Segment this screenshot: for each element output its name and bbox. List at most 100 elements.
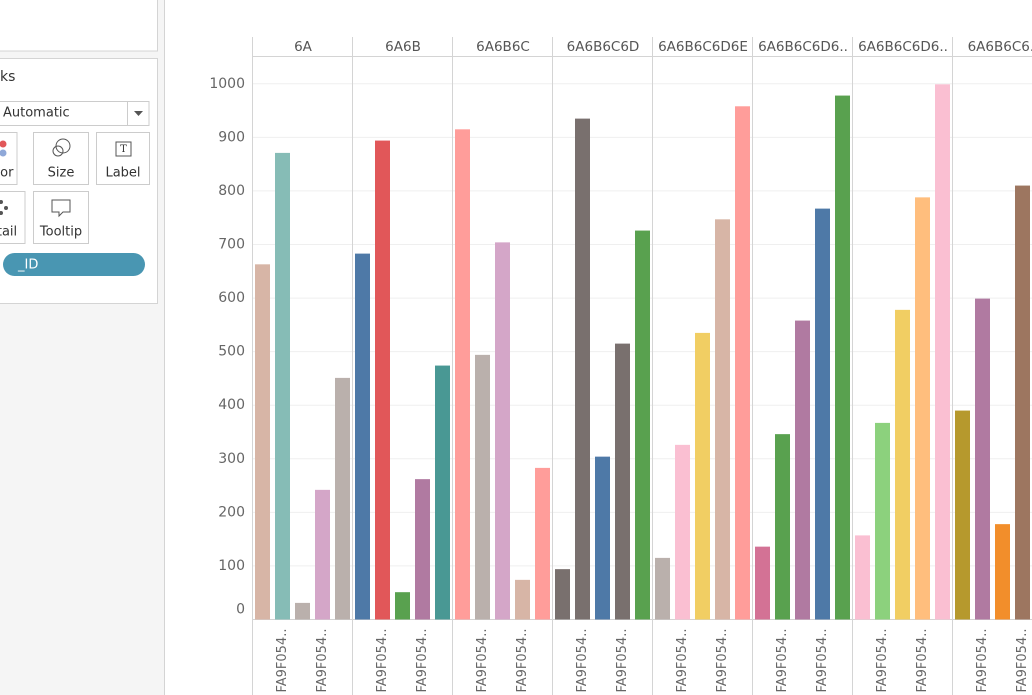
- detail-icon: [0, 200, 3, 204]
- bar: [255, 264, 270, 620]
- bar: [915, 197, 930, 620]
- bar: [495, 242, 510, 620]
- mark-type-dropdown[interactable]: [0, 101, 150, 126]
- panel-header: 6A6B: [385, 39, 421, 55]
- dropdown-arrow: [134, 111, 143, 116]
- panel-header: 6A6B6C6D: [567, 39, 640, 55]
- y-tick-label: 1000: [209, 76, 245, 92]
- bar: [535, 467, 550, 620]
- x-tick-label: FA9F054..: [875, 629, 890, 693]
- button-label: lor: [0, 166, 14, 181]
- bar: [1015, 185, 1030, 620]
- detail-button[interactable]: [0, 191, 26, 244]
- bar: [835, 95, 850, 620]
- bar: [335, 377, 350, 620]
- size-button[interactable]: [33, 132, 89, 185]
- label-button[interactable]: [96, 132, 150, 185]
- y-tick-label: 200: [218, 504, 245, 520]
- y-tick-label: 400: [218, 397, 245, 413]
- panel-header: 6A: [294, 39, 313, 55]
- x-tick-label: FA9F054..: [575, 629, 590, 693]
- marks-title: ks: [0, 69, 15, 85]
- bar: [635, 230, 650, 620]
- y-tick-label: 300: [218, 451, 245, 467]
- x-tick-label: FA9F054..: [815, 629, 830, 693]
- bar: [735, 106, 750, 620]
- tooltip-icon: [51, 199, 71, 218]
- panel-header: 6A6B6C6D6E: [658, 39, 748, 55]
- bar: [355, 253, 370, 620]
- bar: [655, 557, 670, 620]
- y-tick-label: 900: [218, 129, 245, 145]
- label-icon-glyph: T: [120, 144, 127, 155]
- x-tick-label: FA9F054..: [715, 629, 730, 693]
- button-label: Size: [48, 166, 75, 181]
- y-tick-label: 0: [236, 602, 245, 618]
- bar: [615, 343, 630, 620]
- bar: [555, 569, 570, 620]
- size-icon: [52, 145, 64, 157]
- bar: [475, 354, 490, 620]
- x-tick-label: FA9F054..: [915, 629, 930, 693]
- panel-header: 6A6B6C6..: [968, 39, 1032, 55]
- bar: [575, 118, 590, 620]
- bar: [795, 320, 810, 620]
- label-icon: [115, 141, 132, 157]
- x-tick-label: FA9F054..: [515, 629, 530, 693]
- x-tick-label: FA9F054..: [275, 629, 290, 693]
- y-tick-label: 500: [218, 344, 245, 360]
- bar: [815, 208, 830, 620]
- button-label: Label: [105, 166, 140, 181]
- bar: [895, 309, 910, 620]
- button-label: tail: [0, 225, 17, 240]
- panel-header: 6A6B6C: [476, 39, 530, 55]
- x-tick-label: FA9F054..: [775, 629, 790, 693]
- bar: [715, 219, 730, 620]
- color-icon: [0, 149, 7, 157]
- detail-icon: [4, 206, 8, 210]
- bar: [315, 489, 330, 620]
- x-tick-label: FA9F054..: [615, 629, 630, 693]
- bar: [875, 422, 890, 620]
- color-icon: [0, 140, 7, 148]
- y-tick-label: 100: [218, 558, 245, 574]
- bar: [695, 332, 710, 620]
- bar: [295, 602, 310, 620]
- panel-header: 6A6B6C6D6..: [758, 39, 848, 55]
- pill-label: _ID: [17, 258, 38, 273]
- bar: [775, 434, 790, 620]
- x-tick-label: FA9F054..: [975, 629, 990, 693]
- bar: [515, 579, 530, 620]
- filters-card: [0, 0, 158, 52]
- bar: [275, 152, 290, 620]
- y-tick-label: 600: [218, 290, 245, 306]
- bar: [755, 546, 770, 620]
- panel-header: 6A6B6C6D6..: [858, 39, 948, 55]
- x-tick-label: FA9F054..: [375, 629, 390, 693]
- bar: [435, 365, 450, 620]
- bar: [595, 456, 610, 620]
- x-tick-label: FA9F054..: [315, 629, 330, 693]
- field-pill[interactable]: [3, 253, 145, 276]
- bar: [395, 592, 410, 620]
- button-label: Tooltip: [39, 225, 82, 240]
- bar: [975, 298, 990, 620]
- size-icon: [55, 138, 71, 154]
- bar: [955, 410, 970, 620]
- bar: [995, 524, 1010, 620]
- x-tick-label: FA9F054..: [675, 629, 690, 693]
- bar: [455, 129, 470, 620]
- bar: [375, 140, 390, 620]
- y-tick-label: 800: [218, 183, 245, 199]
- mark-type: Automatic: [3, 106, 70, 121]
- x-tick-label: FA9F054..: [475, 629, 490, 693]
- bar: [415, 479, 430, 620]
- bar: [935, 84, 950, 620]
- x-tick-label: FA9F054..: [415, 629, 430, 693]
- bar: [675, 444, 690, 620]
- y-tick-label: 700: [218, 237, 245, 253]
- x-tick-label: FA9F054..: [1015, 629, 1030, 693]
- detail-icon: [0, 211, 3, 215]
